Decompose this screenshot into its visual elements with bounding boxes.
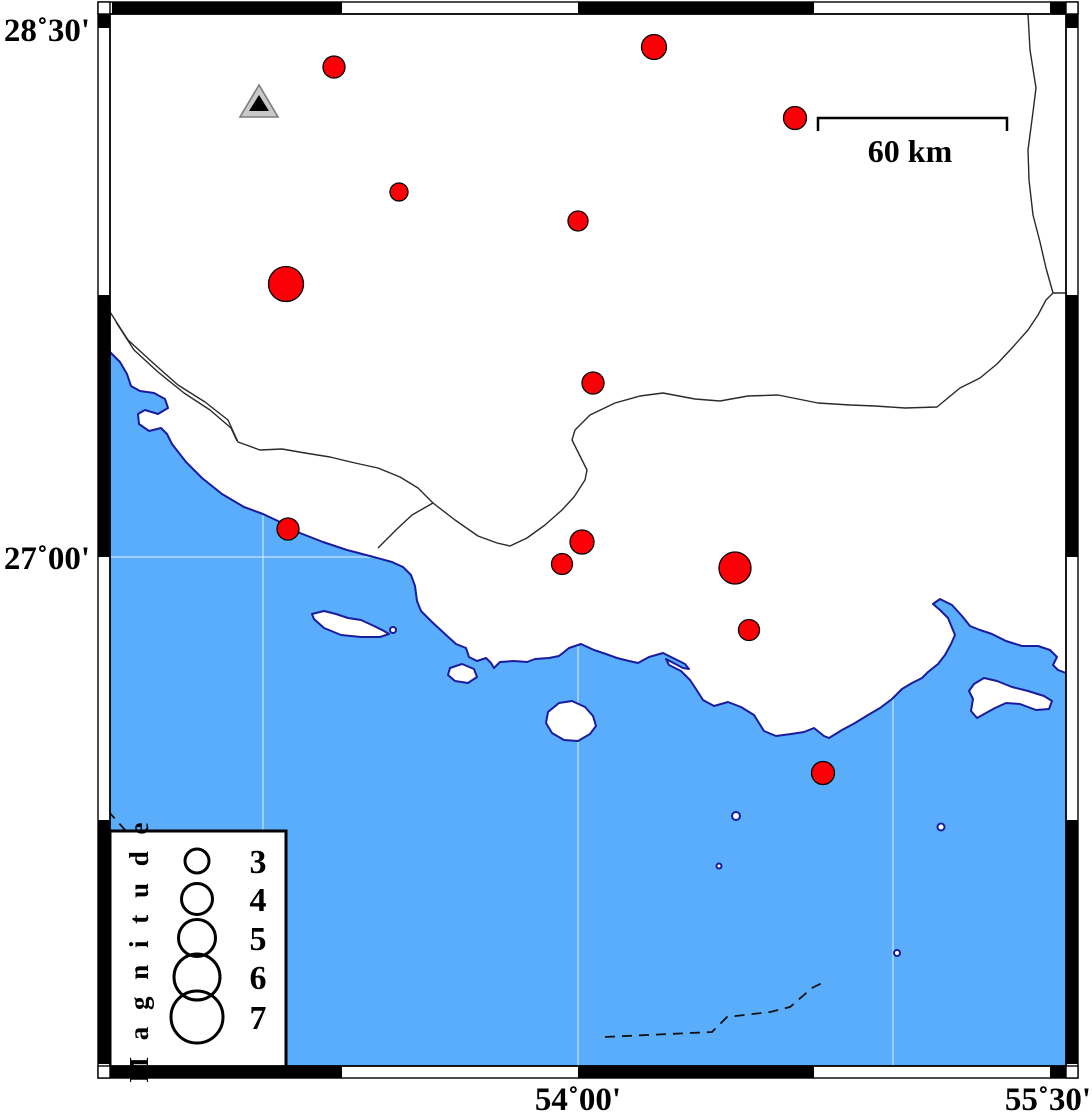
- dashed-lines: [107, 810, 827, 1038]
- station-triangle-inner: [249, 95, 269, 111]
- scale-bar-bracket: [816, 116, 1009, 131]
- border-twin: [115, 321, 238, 442]
- island-long: [311, 610, 390, 638]
- coastline: [109, 351, 1067, 739]
- border-spur: [377, 502, 434, 549]
- epicenter-circle: [569, 529, 595, 555]
- frame-black-segments: [98, 2, 1078, 1078]
- border-branch-north: [1027, 13, 1054, 294]
- legend-magnitude-value: 4: [250, 882, 267, 919]
- frame-outer-line: [97, 1, 1079, 1079]
- legend-magnitude-circle: [169, 989, 225, 1045]
- epicenter-circle: [322, 55, 346, 79]
- epicenter-circle: [389, 182, 409, 202]
- lon-label-left: 54˚00': [535, 1082, 621, 1115]
- legend-magnitude-circle: [180, 882, 214, 916]
- islet: [715, 862, 723, 870]
- islet: [893, 949, 901, 957]
- station-marker-layer: [238, 83, 280, 118]
- epicenter-circle: [550, 552, 574, 576]
- frame-corner-squares: [97, 1, 1079, 1079]
- border-main: [109, 292, 1066, 547]
- islands: [311, 610, 1053, 957]
- axis-annotations: 28˚30' 27˚00' 54˚00' 55˚30': [4, 13, 1091, 1115]
- islet: [731, 811, 741, 821]
- epicenter-circle: [276, 517, 300, 541]
- island-qeshm: [968, 677, 1053, 719]
- epicenter-circle: [581, 371, 605, 395]
- epicenter-circle: [718, 551, 752, 585]
- legend-magnitude-value: 6: [250, 960, 267, 997]
- legend-magnitude-value: 3: [250, 844, 267, 881]
- border-lines: [109, 13, 1066, 549]
- scale-bar: 60 km: [816, 116, 1009, 169]
- lat-label-top: 28˚30': [4, 13, 90, 49]
- legend-magnitude-circle: [177, 918, 217, 958]
- legend-box: [108, 829, 288, 1069]
- epicenter-circle: [782, 105, 808, 131]
- legend-magnitude-value: 5: [250, 921, 267, 958]
- epicenter-circle: [737, 618, 761, 642]
- map-frame: [97, 1, 1079, 1079]
- epicenter-circle: [640, 33, 668, 61]
- epicenter-circle: [267, 265, 305, 303]
- legend-magnitude-circle: [172, 952, 222, 1002]
- legend-magnitude-circle: [183, 847, 211, 875]
- island-round: [545, 700, 597, 742]
- legend-magnitude-value: 7: [250, 1000, 267, 1037]
- lon-label-right: 55˚30': [1005, 1082, 1091, 1115]
- islet: [389, 626, 397, 634]
- island-small: [447, 663, 478, 684]
- epicenter-circle: [567, 210, 589, 232]
- earthquake-markers: [267, 33, 836, 786]
- lat-label-bottom: 27˚00': [4, 541, 90, 577]
- dashed-boundary: [604, 980, 827, 1038]
- frame-inner-line: [109, 13, 1067, 1067]
- epicenter-circle: [810, 760, 836, 786]
- dashed-stub: [107, 810, 127, 832]
- scale-bar-label: 60 km: [868, 133, 953, 169]
- legend-symbols: [169, 847, 225, 1045]
- islet: [936, 822, 946, 832]
- legend-title: M a g n i t u d e: [124, 817, 154, 1082]
